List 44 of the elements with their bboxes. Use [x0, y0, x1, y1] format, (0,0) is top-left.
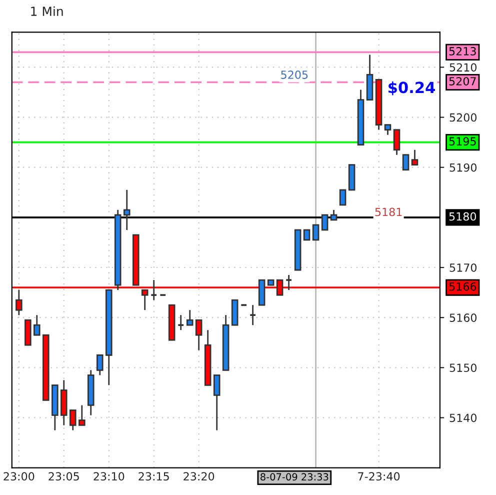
y-tick-label: 5150 [450, 364, 477, 372]
ref-line-label: 5195 [449, 137, 476, 146]
candlestick [321, 214, 328, 231]
candlestick [249, 304, 256, 326]
candlestick [186, 309, 194, 326]
annotation: 5181 [375, 208, 402, 216]
candlestick [312, 224, 320, 241]
y-tick-label: 5210 [450, 63, 477, 72]
y-tick-label: 5200 [450, 113, 477, 122]
candlestick [402, 154, 410, 171]
candlestick [330, 209, 338, 221]
y-tick-label: 5160 [450, 314, 477, 322]
candlestick [384, 124, 392, 136]
ref-line-label: 5166 [449, 282, 476, 291]
ref-line-label: 5180 [449, 212, 476, 221]
candlestick [213, 374, 220, 431]
candlestick [177, 314, 184, 331]
candlestick [70, 410, 76, 431]
ref-line-label: 5213 [449, 47, 476, 56]
candlestick [339, 189, 346, 206]
y-tick-label: 5140 [450, 414, 477, 422]
candlestick [34, 314, 40, 336]
candlestick [150, 279, 158, 301]
candlestick [411, 149, 418, 166]
candlestick [303, 229, 310, 241]
annotation: 5205 [281, 70, 308, 79]
y-tick-label: 5170 [450, 263, 477, 272]
x-tick-label: 23:05 [48, 472, 79, 481]
candlestick [123, 189, 130, 231]
x-tick-label: 23:20 [184, 472, 214, 481]
x-tick-label: 7-23:40 [358, 472, 400, 481]
candlestick [96, 354, 104, 376]
x-tick-label: 23:10 [94, 472, 124, 481]
y-tick-label: 5190 [450, 163, 477, 172]
annotation: $0.24 [388, 81, 435, 96]
candlestick [393, 129, 400, 156]
candlestick [78, 404, 86, 426]
x-tick-label: 23:15 [138, 472, 169, 481]
x-tick-label: 23:00 [4, 472, 34, 481]
chart-title: 1 Min [31, 6, 63, 16]
text: 8-07-09 23:33 [260, 473, 328, 481]
ref-line-label: 5207 [449, 77, 476, 86]
candlestick [195, 319, 202, 351]
candlestick [285, 274, 292, 291]
